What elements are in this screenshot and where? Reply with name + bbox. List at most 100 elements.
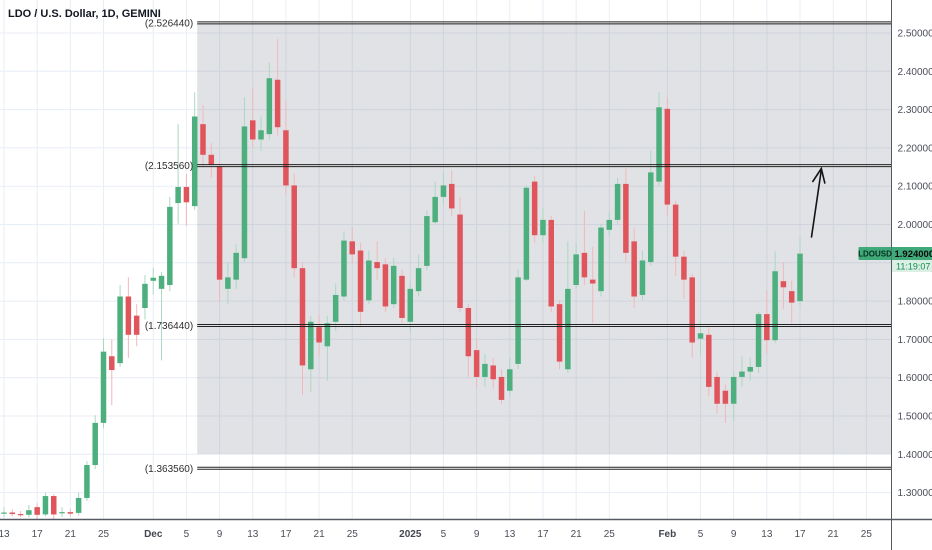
candles-layer[interactable] <box>1 39 803 519</box>
candle-body[interactable] <box>183 186 190 203</box>
candle-body[interactable] <box>432 196 438 223</box>
candle-body[interactable] <box>606 219 613 230</box>
candle-body[interactable] <box>258 130 264 140</box>
candle-body[interactable] <box>548 219 555 307</box>
candle-body[interactable] <box>291 185 297 269</box>
candle-body[interactable] <box>390 265 397 305</box>
candle-body[interactable] <box>26 510 32 515</box>
candle-body[interactable] <box>324 323 331 347</box>
candle-body[interactable] <box>706 334 712 387</box>
candle-body[interactable] <box>1 512 7 514</box>
candle-body[interactable] <box>191 116 198 207</box>
candle-body[interactable] <box>797 253 803 302</box>
candle-body[interactable] <box>697 333 704 339</box>
candle-body[interactable] <box>556 304 563 362</box>
time-axis-scale[interactable]: 13 17 21 25 Dec 5 9 13 17 21 25 2025 5 9 13 17 21 25 Feb 5 9… <box>0 529 872 540</box>
candle-body[interactable] <box>598 227 604 292</box>
candle-body[interactable] <box>755 314 762 367</box>
candle-body[interactable] <box>283 130 289 186</box>
candle-body[interactable] <box>316 327 322 343</box>
level-lines-layer[interactable] <box>197 21 892 470</box>
candle-body[interactable] <box>788 291 795 303</box>
candle-body[interactable] <box>133 315 140 335</box>
candle-body[interactable] <box>415 268 422 292</box>
candle-body[interactable] <box>424 216 430 266</box>
candle-body[interactable] <box>589 279 596 284</box>
candle-body[interactable] <box>523 187 530 280</box>
candle-body[interactable] <box>614 183 621 220</box>
fib-shaded-region[interactable] <box>197 22 892 455</box>
candle-body[interactable] <box>84 465 90 498</box>
candle-body[interactable] <box>216 166 223 280</box>
candle-body[interactable] <box>158 275 165 289</box>
candle-body[interactable] <box>399 275 405 318</box>
candle-body[interactable] <box>672 204 679 257</box>
candle-body[interactable] <box>714 376 720 404</box>
candle-body[interactable] <box>565 288 571 370</box>
candle-body[interactable] <box>59 512 65 514</box>
candle-body[interactable] <box>581 252 588 278</box>
candle-body[interactable] <box>100 351 107 423</box>
candle-body[interactable] <box>764 314 770 341</box>
candle-body[interactable] <box>366 260 372 301</box>
candle-body[interactable] <box>51 496 57 515</box>
candle-body[interactable] <box>374 262 380 269</box>
candle-body[interactable] <box>266 78 273 135</box>
candle-body[interactable] <box>465 307 472 357</box>
candle-body[interactable] <box>648 172 654 263</box>
candle-body[interactable] <box>449 183 455 209</box>
candle-body[interactable] <box>167 206 173 286</box>
candle-body[interactable] <box>664 108 671 205</box>
candle-body[interactable] <box>482 363 488 377</box>
candle-body[interactable] <box>639 260 646 295</box>
trend-arrow[interactable] <box>810 166 826 238</box>
candle-body[interactable] <box>681 256 687 280</box>
candle-body[interactable] <box>308 321 314 370</box>
candle-body[interactable] <box>457 214 463 308</box>
candle-body[interactable] <box>208 154 215 165</box>
candle-body[interactable] <box>382 264 389 307</box>
candle-body[interactable] <box>67 512 74 514</box>
candle-body[interactable] <box>490 365 496 380</box>
candle-body[interactable] <box>150 277 157 281</box>
candle-body[interactable] <box>225 277 231 289</box>
candle-body[interactable] <box>722 390 729 404</box>
candle-body[interactable] <box>780 281 787 288</box>
candle-body[interactable] <box>357 250 364 312</box>
candle-body[interactable] <box>747 366 754 372</box>
candle-body[interactable] <box>515 277 521 364</box>
candle-body[interactable] <box>175 186 181 204</box>
candle-body[interactable] <box>125 296 132 335</box>
candle-body[interactable] <box>233 252 239 280</box>
candle-body[interactable] <box>341 240 347 297</box>
candle-body[interactable] <box>540 219 546 236</box>
candle-body[interactable] <box>656 107 662 182</box>
candle-body[interactable] <box>473 350 480 377</box>
candle-body[interactable] <box>623 183 629 253</box>
symbol-badge[interactable] <box>858 247 892 260</box>
candle-body[interactable] <box>274 79 281 128</box>
candle-body[interactable] <box>299 268 306 366</box>
candle-body[interactable] <box>739 371 745 377</box>
candle-body[interactable] <box>531 181 538 236</box>
candle-body[interactable] <box>142 283 148 308</box>
candle-body[interactable] <box>9 512 16 515</box>
candle-body[interactable] <box>407 288 414 322</box>
candle-body[interactable] <box>241 126 248 259</box>
arrow-shaft[interactable] <box>810 169 823 238</box>
candle-body[interactable] <box>200 124 206 155</box>
candle-body[interactable] <box>573 254 579 286</box>
candle-body[interactable] <box>109 356 115 371</box>
candle-body[interactable] <box>332 294 339 322</box>
candle-body[interactable] <box>92 422 98 466</box>
candle-body[interactable] <box>498 376 505 400</box>
candle-body[interactable] <box>730 376 737 404</box>
candle-body[interactable] <box>117 296 123 364</box>
price-axis-scale[interactable]: 2.500000 2.400000 2.300000 2.200000 2.100000… <box>898 29 932 500</box>
candle-body[interactable] <box>349 241 356 255</box>
candle-body[interactable] <box>440 185 447 197</box>
candle-body[interactable] <box>772 271 778 341</box>
candle-body[interactable] <box>34 507 40 515</box>
candle-body[interactable] <box>507 369 513 391</box>
